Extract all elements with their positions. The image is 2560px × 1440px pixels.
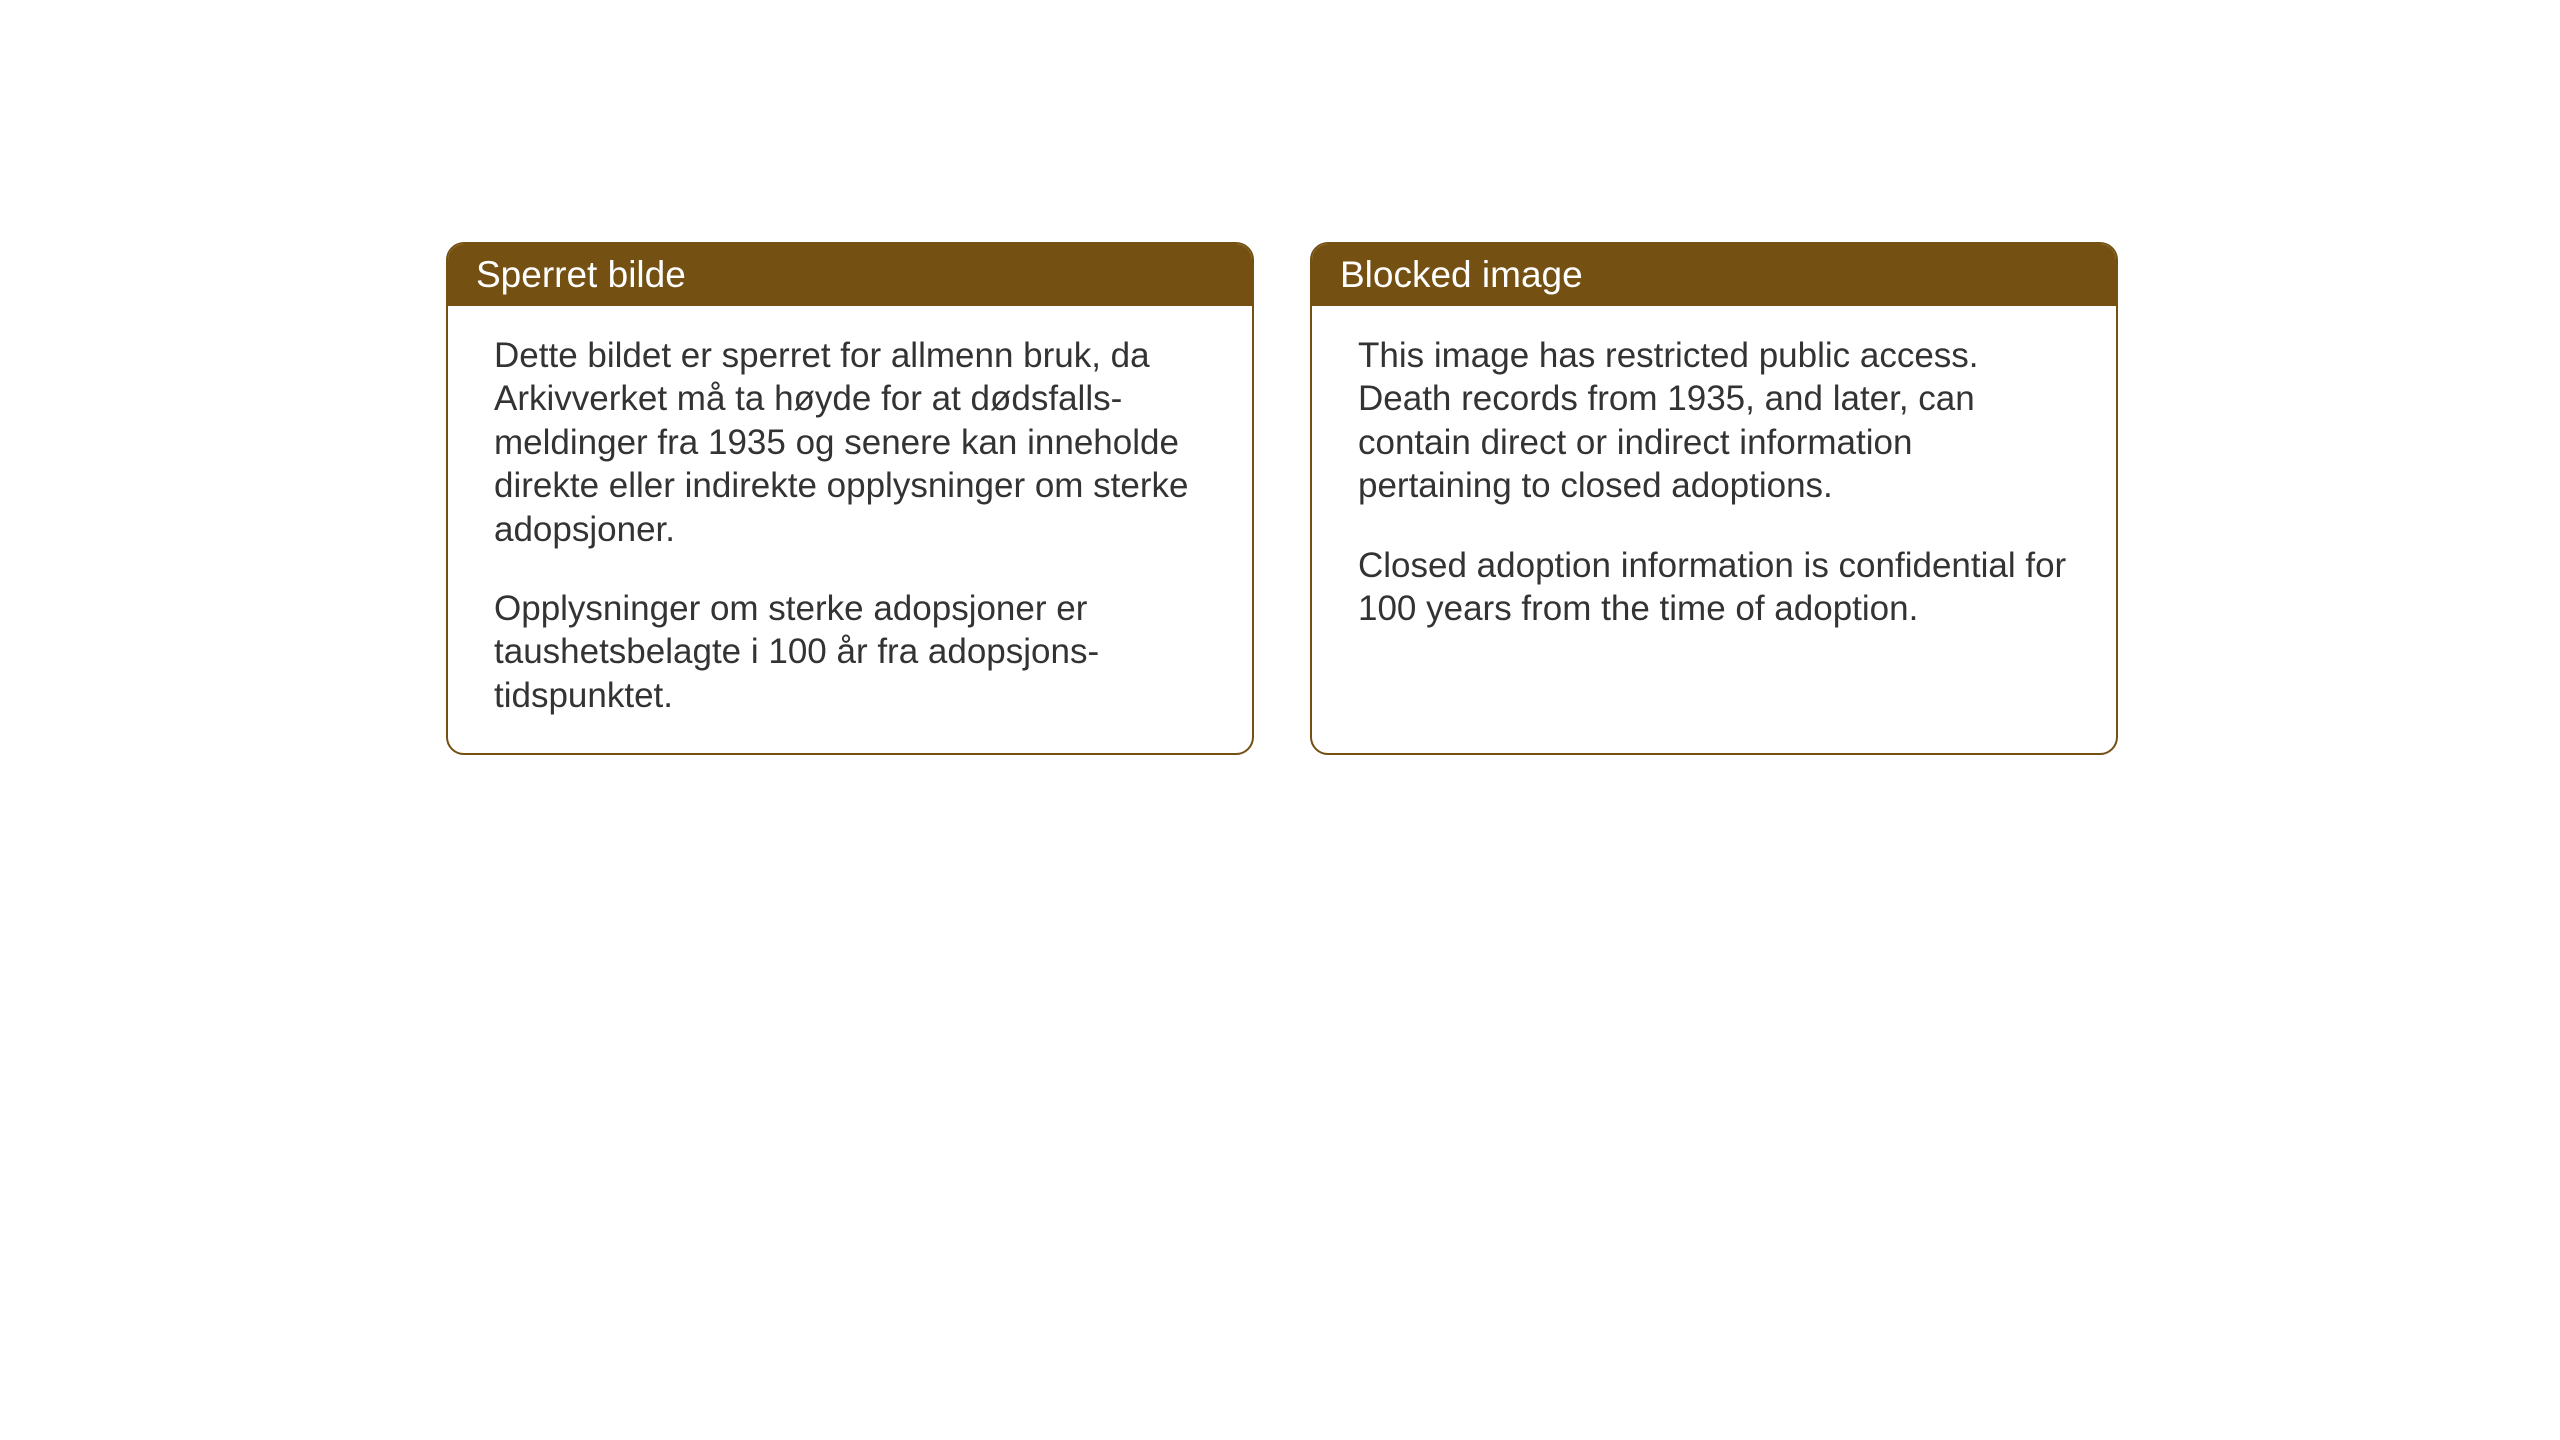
card-body-norwegian: Dette bildet er sperret for allmenn bruk… <box>448 306 1252 753</box>
notice-container: Sperret bilde Dette bildet er sperret fo… <box>446 242 2118 755</box>
card-title-english: Blocked image <box>1340 254 1583 295</box>
card-header-english: Blocked image <box>1312 244 2116 306</box>
card-body-english: This image has restricted public access.… <box>1312 306 2116 726</box>
notice-card-norwegian: Sperret bilde Dette bildet er sperret fo… <box>446 242 1254 755</box>
notice-card-english: Blocked image This image has restricted … <box>1310 242 2118 755</box>
paragraph-2-english: Closed adoption information is confident… <box>1358 544 2070 631</box>
card-title-norwegian: Sperret bilde <box>476 254 686 295</box>
card-header-norwegian: Sperret bilde <box>448 244 1252 306</box>
paragraph-1-english: This image has restricted public access.… <box>1358 334 2070 508</box>
paragraph-2-norwegian: Opplysninger om sterke adopsjoner er tau… <box>494 587 1206 717</box>
paragraph-1-norwegian: Dette bildet er sperret for allmenn bruk… <box>494 334 1206 551</box>
